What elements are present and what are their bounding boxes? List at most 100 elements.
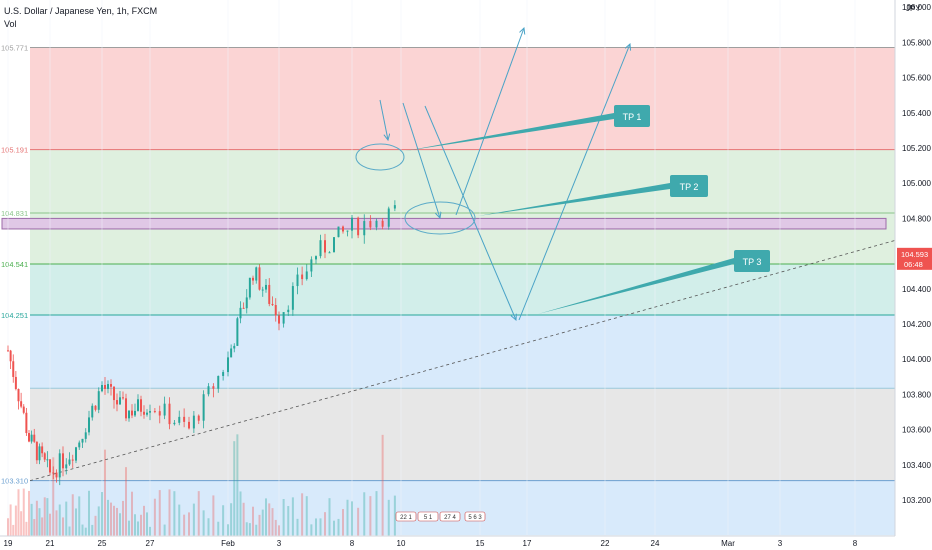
volume-label[interactable]: Vol [4,19,17,29]
price-tick-12: 105.600 [902,74,931,83]
zone-teal-2 [30,263,895,316]
candle-body-43 [134,410,136,416]
candle-body-22 [68,459,71,465]
volume-bar-66 [233,441,236,536]
candle-body-58 [197,415,200,421]
level-label-3: 104.541 [1,260,28,269]
volume-bar-48 [149,526,151,536]
volume-bar-55 [183,514,186,536]
volume-bar-81 [282,499,285,536]
candle-body-16 [49,459,51,473]
volume-bar-26 [81,524,84,536]
tp-box-0 [614,105,650,127]
volume-bar-38 [119,513,121,536]
candle-body-82 [287,309,290,313]
volume-bar-3 [14,505,17,536]
candle-body-77 [268,284,271,304]
candle-body-86 [305,271,308,280]
volume-bar-23 [71,494,74,536]
volume-bar-59 [202,510,205,536]
volume-bar-2 [12,524,15,536]
volume-bar-11 [35,500,38,536]
candle-body-65 [230,348,233,358]
ellipse-1 [355,143,405,171]
event-label-1: 5 1 [424,515,433,521]
candle-body-97 [357,217,360,236]
symbol-title[interactable]: U.S. Dollar / Japanese Yen, 1h, FXCM [4,6,158,16]
volume-bar-80 [278,525,280,536]
volume-bar-0 [7,518,9,536]
candle-body-59 [202,394,205,421]
volume-bar-95 [346,499,349,536]
volume-bar-28 [88,490,90,536]
candle-body-63 [222,372,225,376]
grid [7,0,856,536]
tp-label-2: TP 3 [743,257,762,267]
candle-body-32 [101,385,103,392]
time-tick-11: 24 [651,539,660,548]
candle-body-99 [369,221,372,228]
candle-body-74 [258,267,261,290]
volume-bar-77 [268,503,271,536]
price-tick-1: 103.400 [902,461,931,470]
volume-bar-67 [236,434,239,536]
volume-bar-51 [163,524,166,536]
candle-body-89 [319,240,322,257]
candle-body-25 [78,442,81,448]
candle-body-30 [94,405,97,410]
candle-body-47 [146,412,148,415]
volume-bar-79 [274,519,277,536]
volume-bar-4 [17,489,20,536]
level-label-2: 104.831 [1,209,28,218]
volume-bar-103 [393,495,396,536]
candle-body-35 [110,384,112,387]
candle-body-38 [119,397,121,405]
time-tick-1: 21 [46,539,55,548]
volume-bar-99 [369,496,372,536]
volume-bar-22 [68,526,71,536]
price-tick-4: 104.000 [902,355,931,364]
candle-body-90 [324,240,326,253]
candle-body-18 [55,472,58,478]
price-zones: 105.771 105.191 104.831 104.541 104.251 103.3… [1,44,895,536]
candle-body-78 [271,303,274,306]
volume-bar-18 [55,510,58,536]
candle-body-34 [107,384,109,389]
candle-body-73 [255,267,258,281]
candle-body-80 [278,315,280,324]
volume-bar-25 [78,496,81,536]
candle-body-39 [122,397,124,399]
candle-body-72 [252,277,254,281]
level-label-1: 105.191 [1,146,28,155]
volume-bar-20 [62,517,64,536]
price-tick-11: 105.400 [902,109,931,118]
candle-body-17 [52,472,55,474]
time-tick-5: 3 [277,539,282,548]
candle-body-23 [71,459,74,461]
candle-body-92 [333,237,335,253]
candle-body-93 [337,226,340,238]
volume-bar-86 [305,496,308,536]
time-tick-3: 27 [146,539,155,548]
volume-bar-6 [22,488,25,536]
time-axis[interactable]: 19 21 25 27 Feb 3 8 10 15 17 22 24 Mar 3 8 [0,535,895,550]
candle-body-33 [104,385,106,389]
volume-bar-52 [168,489,171,536]
candle-body-3 [14,376,17,389]
arrow-4 [518,44,630,321]
candle-body-2 [12,361,15,377]
volume-bar-41 [128,520,130,536]
time-tick-14: 8 [853,539,858,548]
candle-body-81 [282,312,285,324]
volume-bar-70 [245,522,248,536]
volume-bar-58 [197,491,200,536]
candle-body-69 [242,307,245,309]
volume-bar-24 [75,508,77,536]
volume-bar-50 [158,490,161,536]
price-axis[interactable]: 103.200 103.400 103.600 103.800 104.000 104.2… [894,0,932,550]
candle-body-42 [131,410,133,416]
candle-body-24 [75,447,77,461]
volume-bar-34 [107,499,109,536]
volume-bar-93 [337,518,340,536]
